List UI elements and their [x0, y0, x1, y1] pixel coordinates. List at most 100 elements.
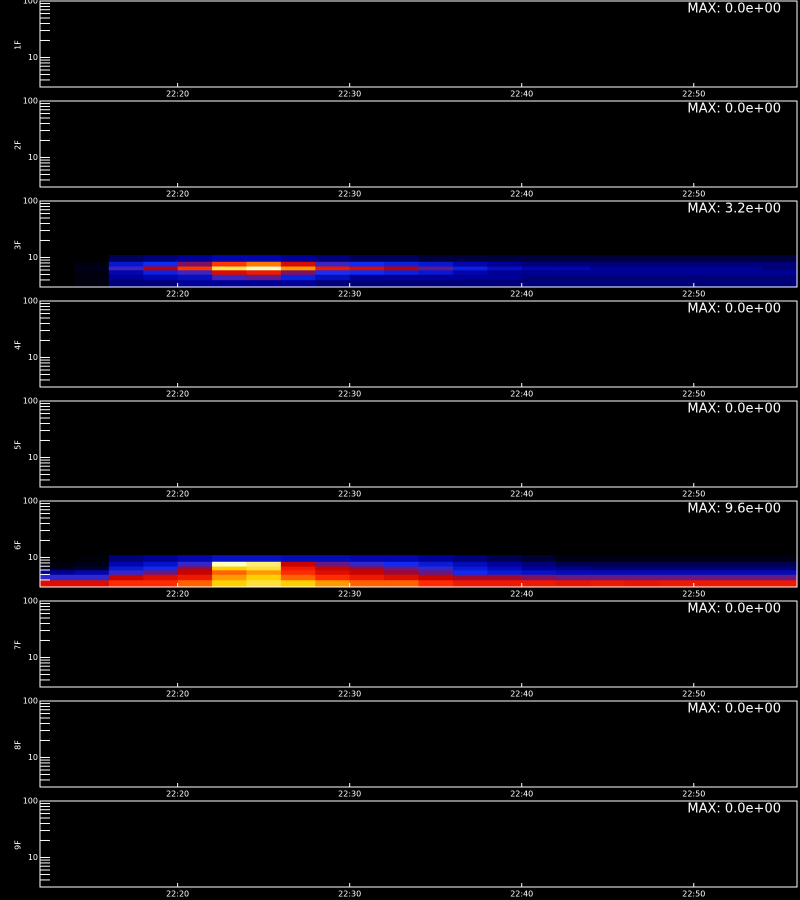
heatmap-cell: [212, 566, 247, 571]
heatmap-cell: [487, 555, 523, 562]
y-tick-label: 10: [28, 653, 38, 662]
heatmap-cell: [349, 255, 385, 262]
heatmap-cell: [40, 274, 75, 281]
y-tick-label: 100: [23, 497, 38, 506]
heatmap-cell: [693, 566, 729, 571]
heatmap-cell: [74, 555, 110, 562]
heatmap-cell: [246, 561, 282, 567]
heatmap-cell: [521, 574, 557, 581]
heatmap-cell: [143, 266, 178, 271]
heatmap-cell: [246, 279, 282, 288]
heatmap-cell: [246, 574, 282, 581]
heatmap-cell: [246, 579, 282, 588]
heatmap-cell: [246, 570, 282, 575]
heatmap-cell: [74, 566, 110, 571]
heatmap-cell: [762, 266, 798, 271]
heatmap-cell: [74, 574, 110, 581]
heatmap-cell: [624, 270, 660, 275]
max-annotation: MAX: 0.0e+00: [687, 702, 781, 717]
heatmap-cell: [590, 566, 626, 571]
heatmap-cell: [418, 261, 454, 267]
heatmap-cell: [762, 579, 798, 588]
heatmap-cell: [693, 261, 729, 267]
heatmap-cell: [280, 255, 316, 262]
x-tick-label: 22:30: [338, 890, 361, 899]
x-tick-label: 22:20: [166, 190, 189, 199]
heatmap-cell: [659, 561, 695, 567]
heatmap-cell: [659, 255, 695, 262]
heatmap-cell: [452, 255, 488, 262]
heatmap-cell: [487, 255, 523, 262]
heatmap-cell: [315, 574, 350, 581]
heatmap-cell: [108, 566, 144, 571]
heatmap-cell: [728, 579, 763, 588]
heatmap-cell: [108, 270, 144, 275]
x-tick-label: 22:30: [338, 490, 361, 499]
heatmap-cell: [521, 266, 557, 271]
heatmap-cell: [246, 566, 282, 571]
heatmap-cell: [590, 279, 626, 288]
panel: 10 100 22:20 22:30 22:40 22:50 9F MAX: 0.0e+00: [14, 797, 798, 899]
heatmap-cell: [693, 574, 729, 581]
plot-frame: [39, 300, 798, 388]
heatmap-cell: [349, 574, 385, 581]
y-axis-label: 5F: [14, 440, 23, 450]
heatmap-cell: [177, 561, 213, 567]
heatmap-cell: [384, 574, 419, 581]
heatmap-cell: [246, 261, 282, 267]
x-tick-label: 22:40: [510, 790, 533, 799]
heatmap-cell: [762, 570, 798, 575]
heatmap-cell: [280, 566, 316, 571]
x-tick-label: 22:30: [338, 90, 361, 99]
heatmap-cell: [349, 555, 385, 562]
heatmap-cell: [728, 266, 763, 271]
heatmap-cell: [74, 579, 110, 588]
heatmap-cell: [280, 561, 316, 567]
heatmap-cell: [693, 266, 729, 271]
plot-frame: [39, 400, 798, 488]
heatmap-cell: [349, 261, 385, 267]
heatmap-cell: [349, 279, 385, 288]
y-axis-label: 1F: [14, 40, 23, 50]
heatmap-cell: [384, 261, 419, 267]
plot-frame: [39, 800, 798, 888]
heatmap-cell: [74, 266, 110, 271]
heatmap-cell: [624, 579, 660, 588]
heatmap-cell: [40, 266, 75, 271]
x-tick-label: 22:40: [510, 190, 533, 199]
heatmap-cell: [521, 570, 557, 575]
heatmap-cell: [624, 574, 660, 581]
heatmap-cell: [40, 561, 75, 567]
heatmap-cell: [315, 566, 350, 571]
heatmap-cell: [521, 261, 557, 267]
heatmap-cell: [212, 561, 247, 567]
heatmap-cell: [212, 279, 247, 288]
heatmap-cell: [143, 566, 178, 571]
heatmap-cell: [487, 561, 523, 567]
heatmap-cell: [556, 555, 591, 562]
x-tick-label: 22:50: [682, 290, 705, 299]
heatmap-cell: [74, 261, 110, 267]
heatmap-cell: [659, 555, 695, 562]
heatmap-cell: [177, 579, 213, 588]
heatmap-cell: [418, 566, 454, 571]
heatmap-cell: [487, 574, 523, 581]
heatmap-cell: [177, 279, 213, 288]
y-tick-label: 10: [28, 753, 38, 762]
heatmap-cell: [452, 266, 488, 271]
x-tick-label: 22:50: [682, 190, 705, 199]
heatmap-cell: [762, 555, 798, 562]
x-tick-label: 22:40: [510, 490, 533, 499]
heatmap-cell: [624, 274, 660, 281]
heatmap-cell: [487, 570, 523, 575]
heatmap-cell: [728, 570, 763, 575]
heatmap-cell: [143, 555, 178, 562]
heatmap-cell: [40, 574, 75, 581]
heatmap-cell: [590, 270, 626, 275]
heatmap-cell: [212, 574, 247, 581]
plot-frame: [39, 200, 798, 288]
heatmap-cell: [521, 279, 557, 288]
heatmap-cell: [177, 255, 213, 262]
heatmap-cell: [590, 266, 626, 271]
